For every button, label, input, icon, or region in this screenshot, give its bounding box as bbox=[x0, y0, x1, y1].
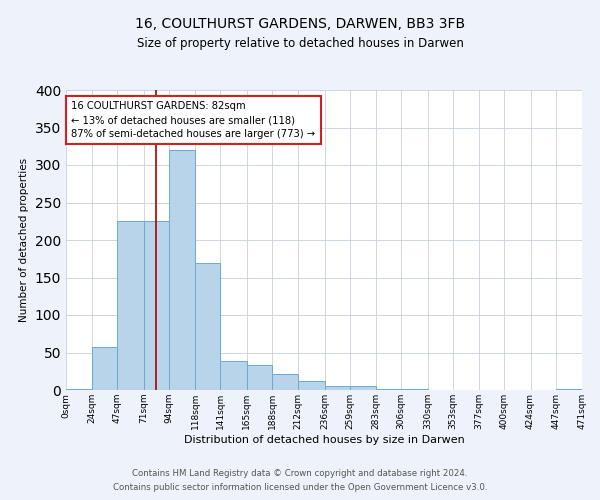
Bar bbox=[247, 364, 272, 390]
Bar bbox=[401, 389, 428, 390]
Bar bbox=[195, 262, 220, 390]
Text: Size of property relative to detached houses in Darwen: Size of property relative to detached ho… bbox=[137, 38, 463, 51]
Text: 16 COULTHURST GARDENS: 82sqm
← 13% of detached houses are smaller (118)
87% of s: 16 COULTHURST GARDENS: 82sqm ← 13% of de… bbox=[71, 101, 316, 139]
Text: 16, COULTHURST GARDENS, DARWEN, BB3 3FB: 16, COULTHURST GARDENS, DARWEN, BB3 3FB bbox=[135, 18, 465, 32]
Bar bbox=[272, 374, 298, 390]
Bar bbox=[169, 150, 195, 390]
Bar bbox=[325, 386, 350, 390]
Bar bbox=[556, 388, 582, 390]
Bar bbox=[298, 381, 325, 390]
Bar bbox=[66, 388, 92, 390]
Y-axis label: Number of detached properties: Number of detached properties bbox=[19, 158, 29, 322]
Bar bbox=[376, 389, 401, 390]
Text: Contains public sector information licensed under the Open Government Licence v3: Contains public sector information licen… bbox=[113, 484, 487, 492]
Text: Contains HM Land Registry data © Crown copyright and database right 2024.: Contains HM Land Registry data © Crown c… bbox=[132, 468, 468, 477]
Bar bbox=[220, 361, 247, 390]
Bar bbox=[118, 221, 144, 390]
Bar bbox=[350, 386, 376, 390]
Bar bbox=[92, 347, 118, 390]
Bar bbox=[144, 221, 169, 390]
X-axis label: Distribution of detached houses by size in Darwen: Distribution of detached houses by size … bbox=[184, 434, 464, 444]
